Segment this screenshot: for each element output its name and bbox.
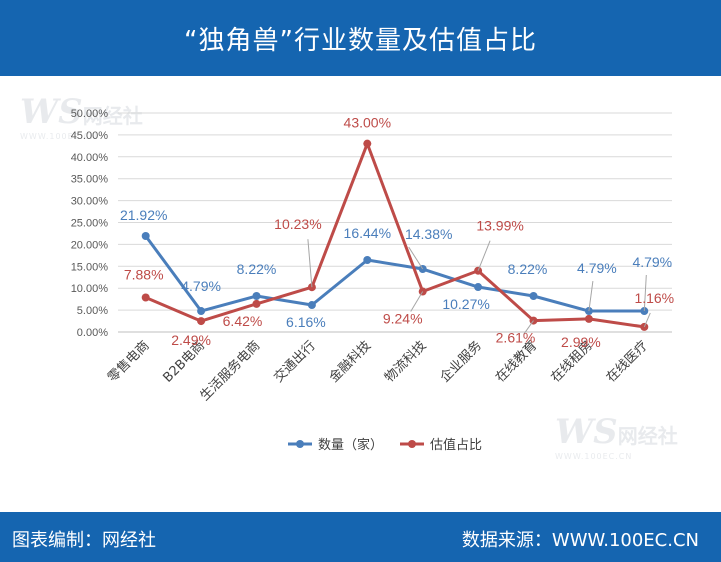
leader-line: [477, 240, 491, 271]
x-tick-label: 金融科技: [326, 338, 374, 386]
data-label: 10.23%: [274, 216, 321, 232]
data-label: 9.24%: [383, 311, 423, 327]
series-line: [144, 235, 645, 313]
data-label: 4.79%: [181, 278, 221, 294]
data-label: 8.22%: [237, 261, 277, 277]
leader-line: [643, 274, 647, 312]
leader-line: [408, 246, 424, 270]
legend-label: 估值占比: [430, 437, 482, 453]
y-tick-label: 10.00%: [71, 283, 109, 295]
data-point: [197, 307, 206, 316]
legend-label: 数量（家）: [318, 437, 383, 453]
y-tick-label: 25.00%: [71, 218, 109, 230]
data-point: [197, 317, 206, 326]
data-label: 8.22%: [508, 261, 548, 277]
footer-bar: 图表编制：网经社 数据来源：WWW.100EC.CN: [0, 512, 721, 562]
data-point: [363, 139, 372, 148]
leader-line: [523, 320, 534, 335]
leader-line: [307, 239, 313, 288]
data-label: 4.79%: [577, 260, 617, 276]
data-label: 43.00%: [344, 115, 391, 131]
data-point: [474, 266, 483, 275]
data-point: [141, 293, 150, 302]
x-tick-label: 交通出行: [271, 338, 319, 386]
leader-line: [588, 280, 594, 312]
data-point: [252, 291, 261, 300]
data-label: 2.99%: [561, 334, 601, 350]
data-point: [363, 255, 372, 264]
chart-title: “独角兽”行业数量及估值占比: [184, 25, 537, 56]
x-tick-label: 企业服务: [437, 338, 485, 386]
x-tick-label: 物流科技: [382, 338, 429, 385]
footer-editor: 图表编制：网经社: [12, 530, 156, 551]
data-point: [141, 231, 150, 240]
y-tick-label: 30.00%: [71, 196, 109, 208]
x-tick-label: 零售电商: [104, 338, 152, 386]
data-point: [584, 314, 593, 323]
y-tick-label: 15.00%: [71, 261, 109, 273]
y-tick-label: 5.00%: [77, 305, 108, 317]
leader-line: [410, 291, 424, 312]
data-label: 21.92%: [120, 207, 167, 223]
data-label: 2.49%: [171, 332, 211, 348]
data-label: 16.44%: [344, 225, 391, 241]
y-tick-label: 20.00%: [71, 239, 109, 251]
data-point: [474, 283, 483, 292]
watermark-logo: WS网经社 WWW.100EC.CN: [20, 92, 143, 141]
series-line: [145, 142, 645, 329]
data-label: 10.27%: [442, 296, 489, 312]
data-label: 1.16%: [634, 290, 674, 306]
header-bar: “独角兽”行业数量及估值占比: [0, 0, 721, 76]
legend-marker: [408, 440, 416, 448]
data-label: 14.38%: [405, 226, 452, 242]
data-label: 2.61%: [496, 330, 536, 346]
leader-line: [643, 312, 651, 328]
y-tick-label: 40.00%: [71, 152, 109, 164]
y-tick-label: 35.00%: [71, 174, 109, 186]
y-tick-label: 50.00%: [71, 108, 109, 120]
data-label: 7.88%: [124, 266, 164, 282]
line-chart: 0.00% 5.00% 10.00% 15.00% 20.00% 25.00% 30.00%…: [71, 108, 674, 453]
legend-marker: [296, 440, 304, 448]
watermark-logo-2: WS网经社 WWW.100EC.CN: [555, 412, 678, 461]
data-label: 13.99%: [476, 218, 523, 234]
data-label: 6.16%: [286, 314, 326, 330]
y-tick-label: 0.00%: [77, 327, 108, 339]
data-label: 4.79%: [632, 254, 672, 270]
data-label: 6.42%: [223, 313, 263, 329]
data-point: [252, 299, 261, 308]
y-tick-label: 45.00%: [71, 130, 109, 142]
data-point: [529, 291, 538, 300]
x-tick-label: 在线医疗: [604, 338, 651, 385]
footer-source: 数据来源：WWW.100EC.CN: [461, 530, 699, 551]
data-point: [307, 301, 316, 310]
